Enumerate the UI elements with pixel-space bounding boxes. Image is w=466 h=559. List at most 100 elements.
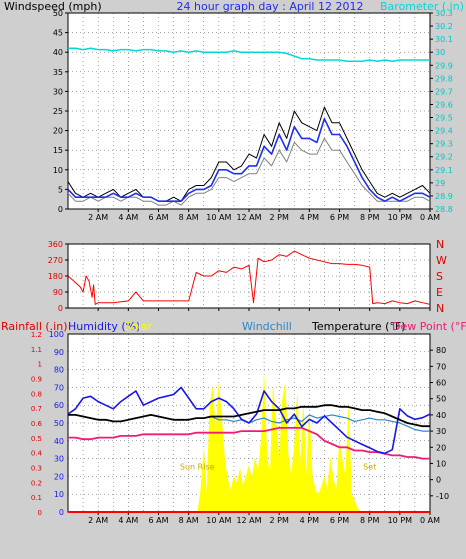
temp-xtick-label-10-am: 10 AM bbox=[206, 516, 231, 525]
rainfall-axis-label: Rainfall (.in) bbox=[1, 320, 68, 333]
humidity-ytick-label-0: 0 bbox=[59, 508, 64, 517]
dir-ytick-label-0: 0 bbox=[58, 304, 63, 313]
wind-ytick-label-50: 50 bbox=[53, 9, 63, 18]
baro-ytick-label-29-8: 29.8 bbox=[435, 74, 453, 83]
legend-dew-point: Dew Point (°F) bbox=[392, 320, 466, 333]
dir-compass-label-e-1: E bbox=[436, 286, 443, 299]
rain-ytick-label-0-9: 0.9 bbox=[31, 376, 42, 384]
humidity-ytick-label-20: 20 bbox=[54, 472, 64, 481]
windspeed-axis-label: Windspeed (mph) bbox=[4, 0, 102, 13]
humidity-ytick-label-30: 30 bbox=[54, 455, 64, 464]
temp-ytick-label-50: 50 bbox=[436, 395, 446, 404]
baro-ytick-label-30-3: 30.3 bbox=[435, 9, 453, 18]
dir-ytick-label-360: 360 bbox=[48, 240, 63, 249]
dir-ytick-label-90: 90 bbox=[53, 288, 63, 297]
humidity-ytick-label-80: 80 bbox=[54, 366, 64, 375]
humidity-ytick-label-10: 10 bbox=[54, 490, 64, 499]
temp-xtick-label-2-pm: 2 PM bbox=[269, 516, 288, 525]
legend-temperature: Temperature (°F) bbox=[311, 320, 406, 333]
rain-ytick-label-1-2: 1.2 bbox=[31, 331, 42, 339]
rain-ytick-label-1: 1 bbox=[38, 361, 42, 369]
dir-ytick-label-270: 270 bbox=[48, 256, 63, 265]
wind-ytick-label-35: 35 bbox=[53, 68, 63, 77]
rain-ytick-label-0-6: 0.6 bbox=[31, 420, 43, 428]
wind-ytick-label-45: 45 bbox=[53, 29, 63, 38]
series-humidity bbox=[67, 386, 431, 455]
wind-ytick-label-0: 0 bbox=[58, 205, 63, 214]
humidity-ytick-label-100: 100 bbox=[49, 330, 64, 339]
rain-ytick-label-0-8: 0.8 bbox=[31, 390, 42, 398]
baro-ytick-label-29-9: 29.9 bbox=[435, 61, 453, 70]
series-wind-direction bbox=[67, 250, 431, 305]
humidity-ytick-label-90: 90 bbox=[54, 348, 64, 357]
temp-xtick-label-6-am: 6 AM bbox=[148, 516, 168, 525]
humidity-ytick-label-70: 70 bbox=[54, 383, 64, 392]
temp-ytick-label-0: 0 bbox=[436, 476, 441, 485]
rain-ytick-label-0: 0 bbox=[38, 509, 42, 517]
temp-ytick-label-80: 80 bbox=[436, 346, 446, 355]
wind-xtick-label-0-am: 0 AM bbox=[420, 213, 440, 222]
wind-xtick-label-6-am: 6 AM bbox=[148, 213, 168, 222]
baro-ytick-label-28-8: 28.8 bbox=[435, 205, 453, 214]
baro-ytick-label-29-2: 29.2 bbox=[435, 153, 453, 162]
wind-ytick-label-5: 5 bbox=[58, 185, 63, 194]
series-temperature-f bbox=[68, 404, 430, 428]
temp-ytick-label-10: 10 bbox=[436, 459, 446, 468]
legend-windchill: Windchill bbox=[242, 320, 292, 333]
baro-ytick-label-29: 29 bbox=[435, 179, 445, 188]
dir-compass-label-s-2: S bbox=[436, 270, 443, 283]
temp-xtick-label-0-am: 0 AM bbox=[420, 516, 440, 525]
wind-xtick-label-8-pm: 8 PM bbox=[360, 213, 379, 222]
wind-ytick-label-30: 30 bbox=[53, 87, 63, 96]
temp-xtick-label-2-am: 2 AM bbox=[88, 516, 108, 525]
baro-ytick-label-29-7: 29.7 bbox=[435, 87, 453, 96]
temp-ytick-label-20: 20 bbox=[436, 443, 446, 452]
rain-ytick-label-0-7: 0.7 bbox=[31, 405, 42, 413]
rain-ytick-label-1-1: 1.1 bbox=[31, 346, 42, 354]
wind-ytick-label-15: 15 bbox=[53, 146, 63, 155]
temp-ytick-label-70: 70 bbox=[436, 362, 446, 371]
wind-xtick-label-4-am: 4 AM bbox=[118, 213, 138, 222]
legend-humidity: Humidity (%) bbox=[68, 320, 140, 333]
rain-ytick-label-0-3: 0.3 bbox=[31, 465, 42, 473]
series-dew-point-f bbox=[68, 426, 430, 460]
baro-ytick-label-30-1: 30.1 bbox=[435, 35, 453, 44]
baro-ytick-label-29-6: 29.6 bbox=[435, 100, 453, 109]
temp-xtick-label-12-am: 12 AM bbox=[236, 516, 261, 525]
rain-ytick-label-0-4: 0.4 bbox=[31, 450, 43, 458]
dir-compass-label-n-4: N bbox=[436, 238, 444, 251]
wind-xtick-label-4-pm: 4 PM bbox=[300, 213, 319, 222]
solar-area bbox=[197, 376, 362, 513]
wind-ytick-label-40: 40 bbox=[53, 48, 63, 57]
dir-ytick-label-180: 180 bbox=[48, 272, 63, 281]
baro-ytick-label-29-4: 29.4 bbox=[435, 127, 453, 136]
series-windspeed-average bbox=[67, 118, 431, 202]
temp-ytick-label-60: 60 bbox=[436, 379, 446, 388]
rain-ytick-label-0-1: 0.1 bbox=[31, 494, 42, 502]
humidity-ytick-label-40: 40 bbox=[54, 437, 64, 446]
baro-ytick-label-29-1: 29.1 bbox=[435, 166, 453, 175]
baro-ytick-label-30-2: 30.2 bbox=[435, 22, 453, 31]
baro-ytick-label-30: 30 bbox=[435, 48, 445, 57]
sunset-annotation: Set bbox=[363, 462, 376, 471]
graph-title: 24 hour graph day : April 12 2012 bbox=[177, 0, 364, 13]
humidity-ytick-label-60: 60 bbox=[54, 401, 64, 410]
rain-ytick-label-0-2: 0.2 bbox=[31, 479, 42, 487]
temp-ytick-label-10: -10 bbox=[436, 492, 449, 501]
temp-xtick-label-8-am: 8 AM bbox=[179, 516, 199, 525]
wind-barometer-panel: 2 AM 4 AM 6 AM 8 AM 10 AM 12 AM 2 PM 4 PM 6 PM 8 … bbox=[53, 9, 453, 222]
wind-xtick-label-10-pm: 10 PM bbox=[388, 213, 413, 222]
wind-ytick-label-10: 10 bbox=[53, 166, 63, 175]
dir-compass-label-n-0: N bbox=[436, 302, 444, 315]
sunrise-annotation: Sun Rise bbox=[180, 462, 215, 471]
temp-xtick-label-4-am: 4 AM bbox=[118, 516, 138, 525]
wind-xtick-label-8-am: 8 AM bbox=[179, 213, 199, 222]
temp-xtick-label-8-pm: 8 PM bbox=[360, 516, 379, 525]
temp-ytick-label-30: 30 bbox=[436, 427, 446, 436]
baro-ytick-label-29-5: 29.5 bbox=[435, 114, 453, 123]
temp-xtick-label-4-pm: 4 PM bbox=[300, 516, 319, 525]
wind-xtick-label-10-am: 10 AM bbox=[206, 213, 231, 222]
